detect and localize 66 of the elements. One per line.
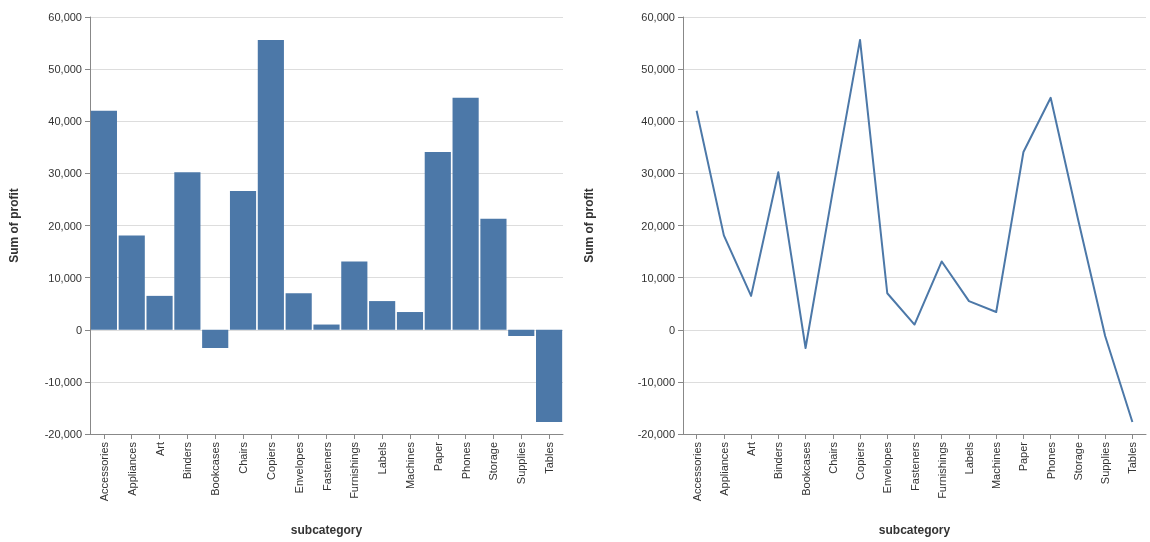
x-tick-label: Furnishings bbox=[348, 441, 361, 499]
x-tick-label: Accessories bbox=[97, 441, 110, 502]
x-tick-label: Chairs bbox=[237, 441, 250, 474]
bar bbox=[229, 191, 257, 330]
x-tick-label: Supplies bbox=[1099, 441, 1112, 485]
x-tick-label: Furnishings bbox=[935, 441, 948, 499]
x-tick-label: Paper bbox=[431, 441, 444, 472]
x-tick-label: Chairs bbox=[826, 441, 839, 474]
y-tick-label: 10,000 bbox=[48, 271, 82, 284]
y-tick-label: 40,000 bbox=[48, 115, 82, 128]
y-tick-label: 50,000 bbox=[48, 63, 82, 76]
y-tick-label: 60,000 bbox=[641, 11, 675, 23]
x-axis-title: subcategory bbox=[878, 523, 951, 537]
x-tick-label: Copiers bbox=[264, 441, 277, 480]
x-tick-label: Paper bbox=[1017, 441, 1030, 472]
y-tick-label: 50,000 bbox=[641, 63, 675, 76]
bar bbox=[90, 110, 117, 330]
x-tick-label: Phones bbox=[459, 441, 472, 480]
x-tick-label: Tables bbox=[543, 441, 556, 474]
x-tick-label: Envelopes bbox=[881, 441, 894, 494]
y-tick-label: 0 bbox=[75, 323, 82, 336]
x-tick-label: Labels bbox=[376, 441, 389, 475]
y-axis-title: Sum of profit bbox=[582, 188, 596, 263]
x-tick-label: Art bbox=[745, 442, 758, 457]
y-tick-label: 40,000 bbox=[641, 115, 675, 128]
y-axis-title: Sum of profit bbox=[7, 188, 21, 263]
x-tick-label: Machines bbox=[990, 441, 1003, 490]
bar bbox=[396, 312, 424, 330]
x-tick-label: Bookcases bbox=[209, 441, 222, 496]
x-tick-label: Storage bbox=[1071, 442, 1084, 481]
bar bbox=[369, 301, 396, 330]
y-tick-label: 20,000 bbox=[641, 219, 675, 232]
bar bbox=[257, 39, 284, 330]
y-tick-label: 0 bbox=[668, 323, 675, 336]
y-tick-label: 10,000 bbox=[641, 271, 675, 284]
bar bbox=[202, 329, 229, 348]
x-tick-label: Art bbox=[153, 442, 166, 457]
bar bbox=[508, 329, 535, 337]
x-tick-label: Machines bbox=[403, 441, 416, 490]
y-tick-label: 30,000 bbox=[48, 167, 82, 180]
y-tick-label: -20,000 bbox=[637, 428, 675, 440]
x-tick-label: Envelopes bbox=[292, 441, 305, 494]
y-tick-label: 60,000 bbox=[48, 11, 82, 23]
x-tick-label: Tables bbox=[1126, 441, 1139, 474]
bar bbox=[536, 329, 563, 423]
y-tick-label: 30,000 bbox=[641, 167, 675, 180]
x-tick-label: Fasteners bbox=[908, 441, 921, 491]
x-tick-label: Appliances bbox=[125, 441, 138, 496]
y-tick-label: -10,000 bbox=[637, 375, 675, 388]
x-tick-label: Fasteners bbox=[320, 441, 333, 491]
x-tick-label: Accessories bbox=[690, 441, 703, 502]
x-tick-label: Supplies bbox=[515, 441, 528, 485]
y-tick-label: -20,000 bbox=[44, 428, 82, 440]
bar bbox=[424, 152, 451, 330]
x-tick-label: Storage bbox=[487, 442, 500, 481]
x-tick-label: Bookcases bbox=[799, 441, 812, 496]
y-tick-label: -10,000 bbox=[44, 375, 82, 388]
x-tick-label: Labels bbox=[962, 441, 975, 475]
x-tick-label: Phones bbox=[1044, 441, 1057, 480]
x-tick-label: Binders bbox=[181, 441, 194, 480]
x-tick-label: Appliances bbox=[717, 441, 730, 496]
x-tick-label: Binders bbox=[772, 441, 785, 480]
y-tick-label: 20,000 bbox=[48, 219, 82, 232]
x-axis-title: subcategory bbox=[290, 523, 363, 537]
x-tick-label: Copiers bbox=[854, 441, 867, 480]
line-series bbox=[695, 38, 1134, 424]
